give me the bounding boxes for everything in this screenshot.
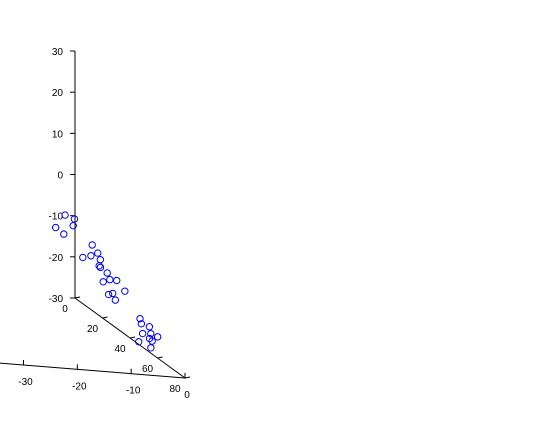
x-tick xyxy=(129,336,136,339)
y-tick-label: -20 xyxy=(72,381,87,392)
scatter-point-series-0 xyxy=(104,290,113,299)
data-marks-group xyxy=(51,211,162,352)
z-tick-label: 0 xyxy=(57,171,63,182)
scatter-point-series-0 xyxy=(96,263,105,272)
scatter-point-series-0 xyxy=(111,296,120,304)
y-tick-label: -10 xyxy=(126,386,141,397)
scatter-point-series-0 xyxy=(135,338,143,346)
scatter-point-series-0 xyxy=(60,230,68,238)
z-tick-label: -20 xyxy=(49,253,64,264)
scatter-point-series-0 xyxy=(69,222,77,230)
scatter-point-series-0 xyxy=(103,269,111,277)
y-tick-label: -30 xyxy=(18,377,33,388)
scatter-point-series-0 xyxy=(99,278,107,286)
scatter-point-series-0 xyxy=(96,256,105,264)
z-tick-label: 10 xyxy=(52,129,64,140)
scatter-point-series-0 xyxy=(147,344,155,352)
tick-labels-group: -30-20-1001020300204060800-10-20-30-40-5… xyxy=(18,47,190,401)
scatter-point-series-0 xyxy=(121,287,129,295)
y-axis-line xyxy=(0,362,186,379)
scatter-point-series-0 xyxy=(94,249,102,257)
x-tick xyxy=(74,296,81,299)
x-tick xyxy=(102,316,108,319)
z-tick-label: -10 xyxy=(49,212,64,223)
scatter-point-series-0 xyxy=(51,223,60,232)
y-tick-label: 0 xyxy=(184,390,190,401)
z-tick-label: -30 xyxy=(49,294,64,305)
scatter-point-series-0 xyxy=(138,329,147,338)
x-tick xyxy=(157,356,163,359)
x-tick-label: 0 xyxy=(62,304,68,315)
z-tick-label: 20 xyxy=(52,88,64,99)
axes-group xyxy=(0,50,191,379)
x-tick-label: 20 xyxy=(87,324,99,335)
x-tick xyxy=(184,376,191,379)
scatter-point-series-0 xyxy=(137,320,146,328)
scatter-point-series-0 xyxy=(148,337,156,345)
scatter-point-series-0 xyxy=(145,334,154,343)
scatter-point-series-0 xyxy=(61,211,69,219)
x-tick-label: 60 xyxy=(142,364,154,375)
scatter-point-series-0 xyxy=(106,275,114,284)
scatter-point-series-0 xyxy=(95,262,103,270)
scatter-point-series-0 xyxy=(88,241,96,249)
scatter-point-series-0 xyxy=(70,215,79,223)
scatter-point-series-0 xyxy=(147,329,155,338)
z-tick-label: 30 xyxy=(52,47,64,58)
scatter-point-series-0 xyxy=(145,323,154,331)
scatter-point-series-0 xyxy=(136,314,144,323)
scatter-point-series-0 xyxy=(87,252,95,260)
scatter-point-series-0 xyxy=(79,253,87,262)
scatter-point-series-0 xyxy=(113,276,121,285)
x-tick-label: 80 xyxy=(169,384,181,395)
scatter-point-series-0 xyxy=(153,333,162,341)
x-tick-label: 40 xyxy=(114,344,126,355)
scatter-point-series-0 xyxy=(109,289,117,298)
